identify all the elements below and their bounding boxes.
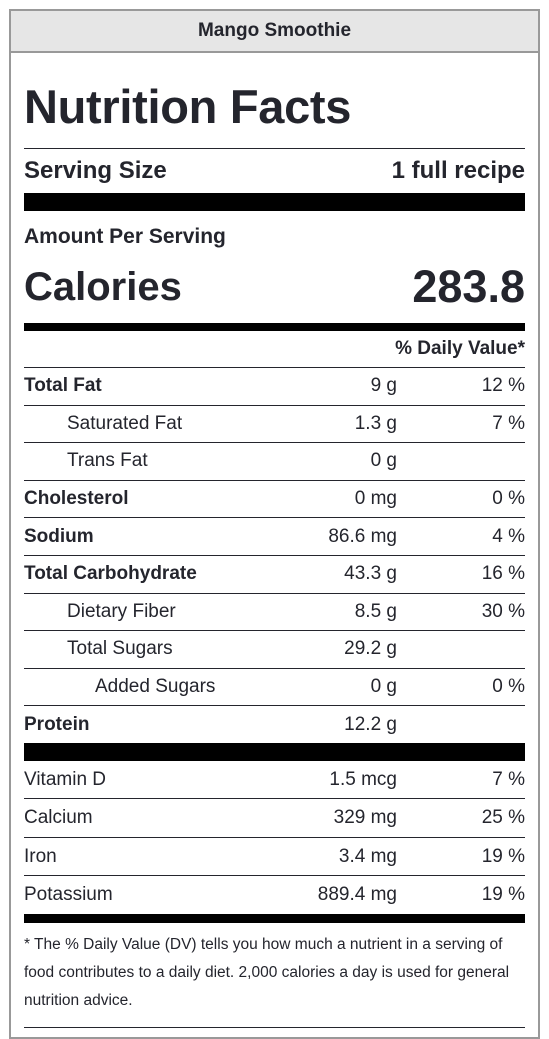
nutrient-row-saturated-fat: Saturated Fat 1.3 g 7 % [24, 404, 525, 443]
vitamin-dv: 19 % [481, 884, 525, 906]
calories-label: Calories [24, 264, 182, 309]
vitamin-amount: 329 mg [333, 807, 397, 829]
vitamin-name: Potassium [24, 884, 113, 906]
calories-value: 283.8 [412, 261, 525, 312]
vitamin-dv: 19 % [481, 845, 525, 867]
vitamin-dv: 25 % [481, 807, 525, 829]
nutrient-amount: 1.3 g [354, 412, 397, 434]
serving-size-row: Serving Size 1 full recipe [24, 148, 525, 193]
nutrient-amount: 12.2 g [344, 713, 397, 735]
nutrient-row-protein: Protein 12.2 g [24, 705, 525, 743]
nutrient-row-dietary-fiber: Dietary Fiber 8.5 g 30 % [24, 592, 525, 631]
vitamin-amount: 1.5 mcg [329, 768, 397, 790]
vitamin-name: Vitamin D [24, 768, 107, 790]
vitamin-list: Vitamin D 1.5 mcg 7 % Calcium 329 mg 25 … [24, 761, 525, 914]
nutrient-row-added-sugars: Added Sugars 0 g 0 % [24, 667, 525, 706]
nutrient-name: Added Sugars [95, 676, 216, 698]
nutrient-dv: 7 % [492, 412, 525, 434]
daily-value-header: % Daily Value* [395, 338, 525, 359]
vitamin-name: Iron [24, 845, 57, 867]
nutrient-row-total-sugars: Total Sugars 29.2 g [24, 630, 525, 668]
nutrient-name: Total Carbohydrate [24, 563, 197, 585]
nutrient-dv: 30 % [481, 600, 525, 622]
recipe-name: Mango Smoothie [11, 11, 538, 53]
vitamin-amount: 3.4 mg [338, 845, 397, 867]
nutrient-dv: 0 % [492, 676, 525, 698]
nutrient-amount: 0 g [370, 450, 397, 472]
nutrient-amount: 43.3 g [344, 563, 397, 585]
daily-value-footnote: * The % Daily Value (DV) tells you how m… [24, 935, 510, 1009]
nutrient-list: Total Fat 9 g 12 % Saturated Fat 1.3 g 7… [24, 367, 525, 743]
vitamin-row-calcium: Calcium 329 mg 25 % [24, 798, 525, 837]
vitamin-row-vitamin-d: Vitamin D 1.5 mcg 7 % [24, 761, 525, 799]
nutrient-amount: 8.5 g [354, 600, 397, 622]
nutrient-dv: 0 % [492, 488, 525, 510]
nutrient-name: Cholesterol [24, 488, 129, 510]
nutrient-name: Trans Fat [67, 450, 148, 472]
nutrient-amount: 9 g [370, 375, 397, 397]
nutrient-dv: 4 % [492, 525, 525, 547]
vitamin-name: Calcium [24, 807, 93, 829]
nutrient-name: Total Fat [24, 375, 102, 397]
divider-medium [24, 323, 525, 331]
nutrient-row-trans-fat: Trans Fat 0 g [24, 442, 525, 480]
nutrient-row-sodium: Sodium 86.6 mg 4 % [24, 517, 525, 555]
divider-medium [24, 913, 525, 923]
nutrient-amount: 86.6 mg [328, 525, 397, 547]
nutrition-label: Mango Smoothie Nutrition Facts Serving S… [9, 9, 540, 1039]
vitamin-dv: 7 % [492, 768, 525, 790]
amount-per-serving: Amount Per Serving [24, 225, 226, 248]
nutrient-amount: 29.2 g [344, 638, 397, 660]
nutrition-facts-title: Nutrition Facts [24, 80, 352, 133]
nutrient-name: Dietary Fiber [67, 600, 176, 622]
nutrient-row-cholesterol: Cholesterol 0 mg 0 % [24, 479, 525, 518]
divider-thick [24, 193, 525, 211]
vitamin-row-potassium: Potassium 889.4 mg 19 % [24, 875, 525, 914]
calories-row: Calories 283.8 [24, 251, 525, 323]
serving-size-label: Serving Size [24, 157, 167, 184]
nutrient-row-total-fat: Total Fat 9 g 12 % [24, 367, 525, 405]
nutrient-dv: 12 % [481, 375, 525, 397]
bottom-divider [24, 1026, 525, 1028]
nutrient-name: Sodium [24, 525, 94, 547]
serving-size-value: 1 full recipe [391, 157, 525, 184]
nutrient-row-total-carbohydrate: Total Carbohydrate 43.3 g 16 % [24, 554, 525, 593]
nutrient-amount: 0 g [370, 676, 397, 698]
divider-thick [24, 742, 525, 761]
nutrient-name: Saturated Fat [67, 412, 183, 434]
label-body: Nutrition Facts Serving Size 1 full reci… [11, 83, 538, 1028]
vitamin-amount: 889.4 mg [317, 884, 397, 906]
nutrient-amount: 0 mg [354, 488, 397, 510]
vitamin-row-iron: Iron 3.4 mg 19 % [24, 836, 525, 876]
nutrient-name: Protein [24, 713, 90, 735]
nutrient-name: Total Sugars [67, 638, 173, 660]
nutrient-dv: 16 % [481, 563, 525, 585]
